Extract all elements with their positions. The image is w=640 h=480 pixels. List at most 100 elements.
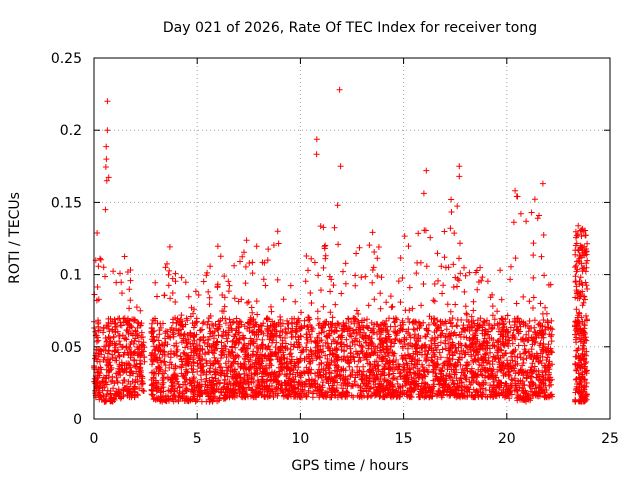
data-point <box>257 364 264 371</box>
data-point <box>112 323 119 330</box>
data-point <box>452 344 459 351</box>
data-point <box>442 264 449 271</box>
data-point <box>322 339 329 346</box>
data-point <box>440 360 447 367</box>
data-point <box>164 260 170 267</box>
data-point <box>126 344 133 351</box>
data-point <box>458 342 465 349</box>
data-point <box>428 393 435 400</box>
data-point <box>236 339 243 346</box>
data-point <box>157 357 164 364</box>
data-point <box>505 385 512 392</box>
data-point <box>504 362 511 369</box>
data-point <box>205 288 212 295</box>
data-point <box>226 316 233 323</box>
data-point <box>164 328 171 335</box>
data-point <box>315 272 322 279</box>
data-point <box>194 391 201 398</box>
data-point <box>301 355 308 362</box>
data-point <box>329 320 336 327</box>
data-point <box>206 294 213 301</box>
data-point <box>338 332 345 339</box>
data-point <box>322 252 329 259</box>
data-point <box>127 267 134 273</box>
data-point <box>163 398 170 405</box>
data-point <box>581 331 588 337</box>
data-point <box>583 393 590 400</box>
data-point <box>320 348 327 355</box>
data-point <box>471 320 478 327</box>
data-point <box>115 315 121 322</box>
data-point <box>502 340 509 347</box>
data-point <box>468 351 475 358</box>
data-point <box>391 318 398 325</box>
data-point <box>420 368 427 375</box>
data-point <box>406 307 413 314</box>
data-point <box>406 332 413 339</box>
data-point <box>149 328 156 335</box>
data-point <box>438 394 445 401</box>
data-point <box>127 389 134 396</box>
data-point <box>310 378 317 385</box>
data-point <box>253 331 260 338</box>
data-point <box>209 374 215 381</box>
data-point <box>509 340 516 347</box>
data-point <box>573 353 580 360</box>
data-point <box>328 276 335 283</box>
data-point <box>210 385 216 392</box>
data-point <box>242 263 249 270</box>
data-point <box>116 363 123 370</box>
axis-ticks: 0 5 10 15 20 25 0 0.05 0.1 0.15 0.2 0.25 <box>51 51 619 447</box>
data-point <box>576 278 583 285</box>
data-point <box>210 378 217 385</box>
data-point <box>269 318 276 325</box>
data-point <box>333 387 340 394</box>
data-point <box>548 376 555 383</box>
data-point <box>309 382 316 389</box>
data-point <box>437 339 444 346</box>
data-point <box>334 379 341 386</box>
data-point <box>93 338 100 345</box>
data-point <box>203 357 210 364</box>
data-point <box>103 177 110 184</box>
data-point <box>111 316 118 323</box>
data-point <box>535 384 542 391</box>
data-point <box>536 320 543 327</box>
data-point <box>283 363 290 370</box>
data-point <box>131 348 138 355</box>
data-point <box>484 359 491 366</box>
data-point <box>239 253 246 260</box>
data-point <box>303 340 310 346</box>
data-point <box>500 321 507 328</box>
data-point <box>424 351 431 358</box>
data-point <box>362 332 369 339</box>
data-point <box>472 392 479 399</box>
data-point <box>498 347 505 354</box>
data-point <box>206 398 213 405</box>
data-point <box>221 380 228 387</box>
data-point <box>412 341 419 348</box>
data-point <box>461 264 467 271</box>
data-point <box>478 382 485 389</box>
data-point <box>235 371 242 377</box>
data-point <box>303 253 310 259</box>
data-point <box>242 349 249 356</box>
data-point <box>524 369 531 376</box>
data-point <box>424 331 431 338</box>
data-point <box>577 378 584 385</box>
data-point <box>350 327 356 334</box>
data-point <box>317 346 323 353</box>
data-point <box>167 295 174 302</box>
data-point <box>198 364 205 371</box>
data-point <box>464 324 471 331</box>
data-point <box>577 357 584 364</box>
data-point <box>273 377 280 384</box>
data-point <box>468 319 475 326</box>
data-point <box>510 219 517 226</box>
data-point <box>433 373 440 380</box>
data-point <box>539 180 546 187</box>
data-point <box>477 264 484 271</box>
data-point <box>546 382 553 389</box>
data-point <box>364 383 371 390</box>
data-point <box>176 332 183 339</box>
